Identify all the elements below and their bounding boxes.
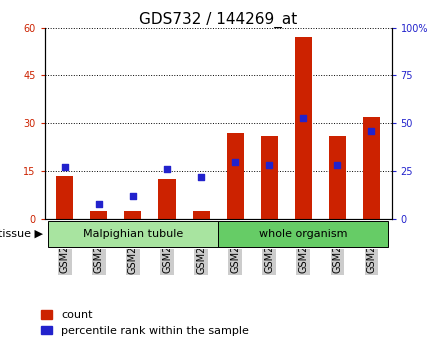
Text: Malpighian tubule: Malpighian tubule (83, 229, 183, 239)
Point (299, 115, 307, 120)
Point (334, 163, 341, 168)
Bar (227, 133, 243, 219)
Bar (363, 117, 380, 219)
Point (61, 165, 69, 170)
Bar (57, 176, 73, 219)
Bar (261, 136, 278, 219)
Bar (193, 211, 210, 219)
Bar (329, 136, 346, 219)
Legend: count, percentile rank within the sample: count, percentile rank within the sample (41, 310, 249, 336)
Title: GDS732 / 144269_at: GDS732 / 144269_at (139, 11, 297, 28)
Point (129, 193, 137, 199)
Point (95, 201, 102, 207)
Bar (158, 179, 175, 219)
Point (231, 159, 239, 165)
Point (198, 174, 205, 180)
Bar (218, 220, 388, 247)
Bar (90, 211, 107, 219)
Bar (48, 220, 218, 247)
Bar (295, 37, 312, 219)
Point (163, 167, 170, 172)
Point (368, 128, 375, 134)
Text: whole organism: whole organism (259, 229, 348, 239)
Bar (125, 211, 142, 219)
Point (266, 163, 273, 168)
Text: tissue ▶: tissue ▶ (0, 229, 43, 239)
